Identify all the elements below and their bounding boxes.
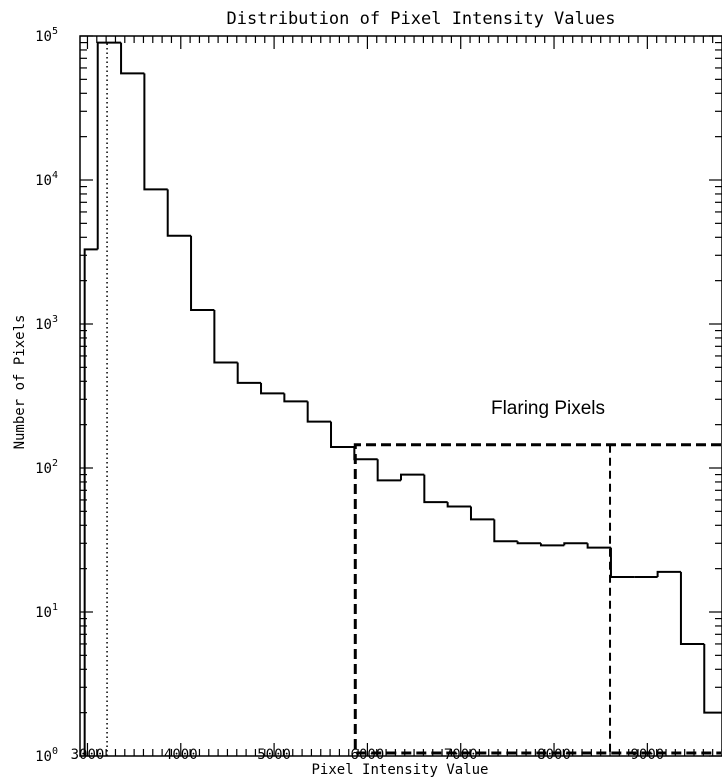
histogram-bin bbox=[143, 73, 168, 191]
x-tick-label: 9000 bbox=[630, 747, 664, 763]
chart-title: Distribution of Pixel Intensity Values bbox=[227, 9, 616, 29]
histogram-bin bbox=[376, 459, 401, 482]
y-tick-exponent: 5 bbox=[52, 26, 58, 37]
histogram-bin bbox=[586, 543, 611, 549]
histogram-bin bbox=[83, 248, 98, 756]
histogram-bin bbox=[353, 446, 378, 461]
y-tick-base: 10 bbox=[35, 317, 52, 333]
y-tick-label: 103 bbox=[35, 314, 58, 333]
histogram-bin bbox=[539, 543, 565, 547]
histogram-bin bbox=[330, 421, 355, 448]
y-tick-label: 100 bbox=[35, 746, 58, 765]
x-tick-label: 7000 bbox=[444, 747, 478, 763]
histogram-bin bbox=[516, 541, 541, 545]
y-tick-exponent: 1 bbox=[52, 602, 58, 613]
y-tick-base: 10 bbox=[35, 29, 52, 45]
y-tick-exponent: 2 bbox=[52, 458, 58, 469]
histogram-bin bbox=[400, 473, 425, 481]
y-tick-base: 10 bbox=[35, 605, 52, 621]
histogram-bin bbox=[120, 42, 145, 75]
x-tick-label: 8000 bbox=[537, 747, 571, 763]
y-tick-exponent: 0 bbox=[52, 746, 58, 757]
histogram-bin bbox=[236, 362, 262, 384]
y-tick-exponent: 3 bbox=[52, 314, 58, 325]
y-tick-base: 10 bbox=[35, 173, 52, 189]
histogram-bin bbox=[703, 643, 722, 714]
plot-frame bbox=[79, 35, 722, 757]
histogram-bin bbox=[469, 506, 495, 521]
histogram-bin bbox=[260, 382, 285, 395]
flaring-region-box bbox=[353, 443, 721, 755]
y-tick-label: 101 bbox=[35, 602, 58, 621]
plot-axes bbox=[79, 35, 722, 757]
y-tick-label: 102 bbox=[35, 458, 58, 477]
x-tick-label: 4000 bbox=[164, 747, 198, 763]
histogram-bin bbox=[190, 235, 215, 312]
y-tick-base: 10 bbox=[35, 749, 52, 765]
histogram-bin bbox=[656, 570, 681, 578]
y-tick-base: 10 bbox=[35, 461, 52, 477]
y-tick-exponent: 4 bbox=[52, 170, 58, 181]
histogram-bin bbox=[493, 519, 518, 543]
histogram-marks bbox=[83, 41, 722, 756]
histogram-bin bbox=[679, 571, 705, 645]
histogram-bin bbox=[306, 401, 332, 423]
x-tick-label: 6000 bbox=[351, 747, 385, 763]
histogram-bin bbox=[563, 542, 588, 546]
x-axis-label: Pixel Intensity Value bbox=[311, 762, 488, 778]
y-tick-label: 105 bbox=[35, 26, 58, 45]
histogram-bin bbox=[446, 502, 471, 508]
x-tick-label: 5000 bbox=[257, 747, 291, 763]
histogram-bin bbox=[96, 41, 122, 250]
histogram-bin bbox=[213, 310, 238, 364]
y-tick-label: 104 bbox=[35, 170, 58, 189]
x-tick-label: 3000 bbox=[71, 747, 105, 763]
flaring-pixels-label: Flaring Pixels bbox=[491, 398, 605, 419]
flaring-region-overlay bbox=[106, 42, 721, 756]
histogram-bin bbox=[283, 393, 308, 403]
histogram-bin bbox=[609, 547, 635, 579]
y-axis-label: Number of Pixels bbox=[12, 315, 28, 450]
histogram-bin bbox=[166, 189, 192, 237]
histogram-bin bbox=[423, 474, 448, 504]
x-axis-ticks: 3000 4000 5000 6000 7000 8000 9000 bbox=[71, 36, 722, 763]
